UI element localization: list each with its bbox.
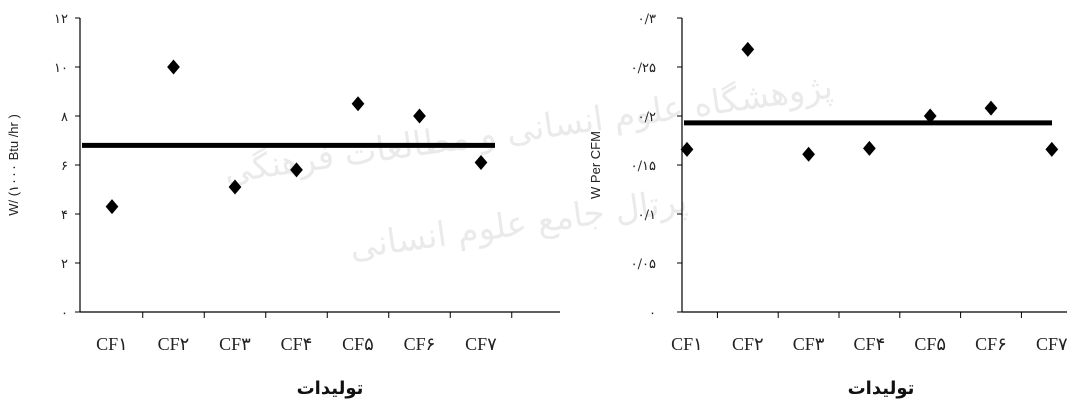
data-point-diamond [741,41,755,57]
x-tick-label: CF۲ [158,334,190,354]
data-point-diamond [351,96,365,112]
y-tick-label: ۰/۲۵ [631,61,656,76]
y-tick-label: ۶ [61,159,68,174]
x-tick-label: CF۶ [404,334,436,354]
y-tick-label: ۰ [649,306,656,321]
x-tick-label: CF۷ [465,334,497,354]
chart-right: ۰ ۰/۰۵ ۰/۱ ۰/۱۵ ۰/۲ ۰/۲۵ ۰/۳ CF۱ CF۲ CF۳ CF۴ CF۵ CF۶… [588,12,1067,399]
x-tick-label: CF۵ [342,334,374,354]
x-tick-label: CF۳ [219,334,251,354]
x-tick-label: CF۶ [975,334,1007,354]
data-point-diamond [863,140,876,156]
chart-left: ۰ ۲ ۴ ۶ ۸ ۱۰ ۱۲ CF۱ CF۲ CF۳ CF۴ CF۵ CF۶ CF۷ W/ (۱۰۰۰ B… [6,12,560,399]
data-point-diamond [923,108,937,124]
y-axis-label: W/ (۱۰۰۰ Btu /hr ) [6,114,21,216]
y-tick-label: ۰/۲ [638,110,656,125]
y-tick-label: ۰/۱ [638,208,656,223]
y-tick-label: ۴ [61,208,68,223]
data-point-diamond [680,141,694,157]
watermark: پژوهشگاه علوم انسانی و مطالعات فرهنگی پر… [222,67,835,268]
x-tick-label: CF۱ [671,334,703,354]
x-tick-label: CF۳ [793,334,825,354]
data-point-diamond [1045,141,1059,157]
y-tick-label: ۰ [61,306,68,321]
x-axis-label: تولیدات [297,378,364,399]
watermark-line2: پرتال جامع علوم انسانی [347,181,690,268]
data-point-diamond [474,155,488,171]
y-tick-label: ۸ [61,110,68,125]
x-tick-label: CF۷ [1036,334,1067,354]
data-point-diamond [290,162,303,178]
y-axis-label: W Per CFM [588,131,603,199]
y-tick-label: ۰/۰۵ [631,257,656,272]
y-tick-label: ۲ [61,257,68,272]
y-tick-label: ۰/۳ [638,12,656,27]
data-point-diamond [413,108,426,124]
x-axis-label: تولیدات [848,378,915,399]
x-tick-label: CF۴ [281,334,313,354]
x-tick-label: CF۱ [96,334,128,354]
data-point-diamond [228,179,242,195]
data-point-diamond [802,146,815,162]
x-tick-label: CF۲ [732,334,764,354]
y-tick-label: ۱۲ [54,12,68,27]
data-point-diamond [105,199,119,215]
y-tick-label: ۰/۱۵ [631,159,656,174]
x-tick-label: CF۴ [854,334,886,354]
data-point-diamond [984,100,998,116]
x-tick-label: CF۵ [914,334,946,354]
y-tick-label: ۱۰ [54,61,68,76]
data-point-diamond [167,59,180,75]
watermark-line1: پژوهشگاه علوم انسانی و مطالعات فرهنگی [222,67,835,192]
